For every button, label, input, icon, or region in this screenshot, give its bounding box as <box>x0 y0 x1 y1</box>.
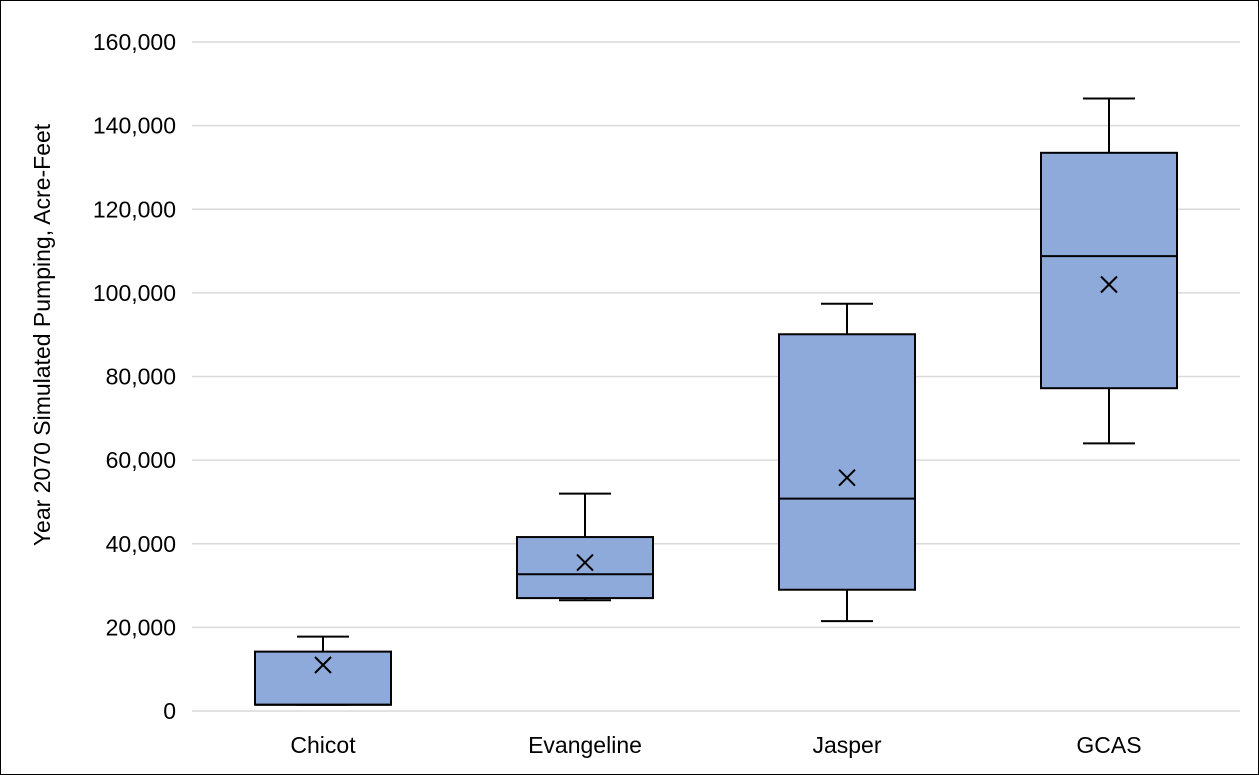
mean-marker <box>576 553 594 572</box>
y-tick-label: 60,000 <box>106 447 176 473</box>
box-evangeline <box>516 492 654 602</box>
iqr-box <box>778 333 916 591</box>
x-tick-label: Jasper <box>812 732 881 758</box>
mean-marker <box>1100 275 1118 294</box>
y-tick-label: 20,000 <box>106 614 176 640</box>
y-tick-label: 100,000 <box>93 280 176 306</box>
mean-marker <box>838 468 856 487</box>
box-gcas <box>1040 97 1178 445</box>
x-tick-label: GCAS <box>1076 732 1141 758</box>
y-axis-title: Year 2070 Simulated Pumping, Acre-Feet <box>29 123 55 546</box>
mean-marker-stroke <box>314 656 332 674</box>
y-tick-label: 120,000 <box>93 196 176 222</box>
iqr-box <box>254 650 392 706</box>
mean-marker-stroke <box>838 468 856 487</box>
y-tick-label: 0 <box>163 698 176 724</box>
y-tick-label: 80,000 <box>106 364 176 390</box>
x-tick-label: Chicot <box>290 732 356 758</box>
y-tick-label: 40,000 <box>106 531 176 557</box>
box-chicot <box>254 635 392 706</box>
y-axis-tick-labels: 0 20,000 40,000 60,000 80,000 100,000 120,000 1… <box>93 29 176 724</box>
mean-marker-stroke <box>1100 275 1118 294</box>
x-tick-label: Evangeline <box>528 732 642 758</box>
y-tick-label: 160,000 <box>93 29 176 55</box>
iqr-box <box>516 536 654 600</box>
boxes <box>254 97 1178 706</box>
x-axis-tick-labels: Chicot Evangeline Jasper GCAS <box>290 732 1141 758</box>
box-jasper <box>778 302 916 623</box>
iqr-box <box>1040 151 1178 390</box>
y-tick-label: 140,000 <box>93 113 176 139</box>
mean-marker-stroke <box>576 553 594 572</box>
mean-marker <box>314 656 332 674</box>
